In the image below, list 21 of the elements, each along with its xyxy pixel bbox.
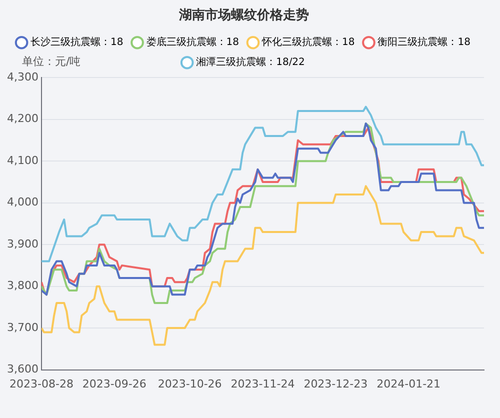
legend-label: 娄底三级抗震螺：18 <box>146 36 240 48</box>
legend-label: 怀化三级抗震螺：18 <box>261 36 355 48</box>
y-tick-label: 4,000 <box>6 196 38 209</box>
chart-title: 湖南市场螺纹价格走势 <box>178 7 309 24</box>
y-tick-label: 3,600 <box>6 362 38 376</box>
x-tick-label: 2023-12-23 <box>304 377 368 390</box>
y-axis-title: 单位：元/吨 <box>22 54 81 68</box>
x-tick-label: 2023-09-26 <box>82 377 146 390</box>
y-tick-label: 4,200 <box>6 112 38 126</box>
y-tick-label: 4,300 <box>6 70 38 84</box>
x-tick-label: 2024-01-21 <box>376 377 441 390</box>
y-tick-label: 4,100 <box>6 154 38 167</box>
legend-label: 湘潭三级抗震螺：18/22 <box>196 56 305 68</box>
legend-label: 长沙三级抗震螺：18 <box>30 36 124 48</box>
legend-label: 衡阳三级抗震螺：18 <box>378 36 470 48</box>
x-tick-label: 2023-08-28 <box>10 377 74 390</box>
y-tick-label: 3,800 <box>6 279 38 292</box>
y-tick-label: 3,900 <box>6 237 38 250</box>
y-tick-label: 3,700 <box>6 320 38 334</box>
x-tick-label: 2023-11-24 <box>230 377 295 390</box>
x-tick-label: 2023-10-26 <box>158 377 222 390</box>
